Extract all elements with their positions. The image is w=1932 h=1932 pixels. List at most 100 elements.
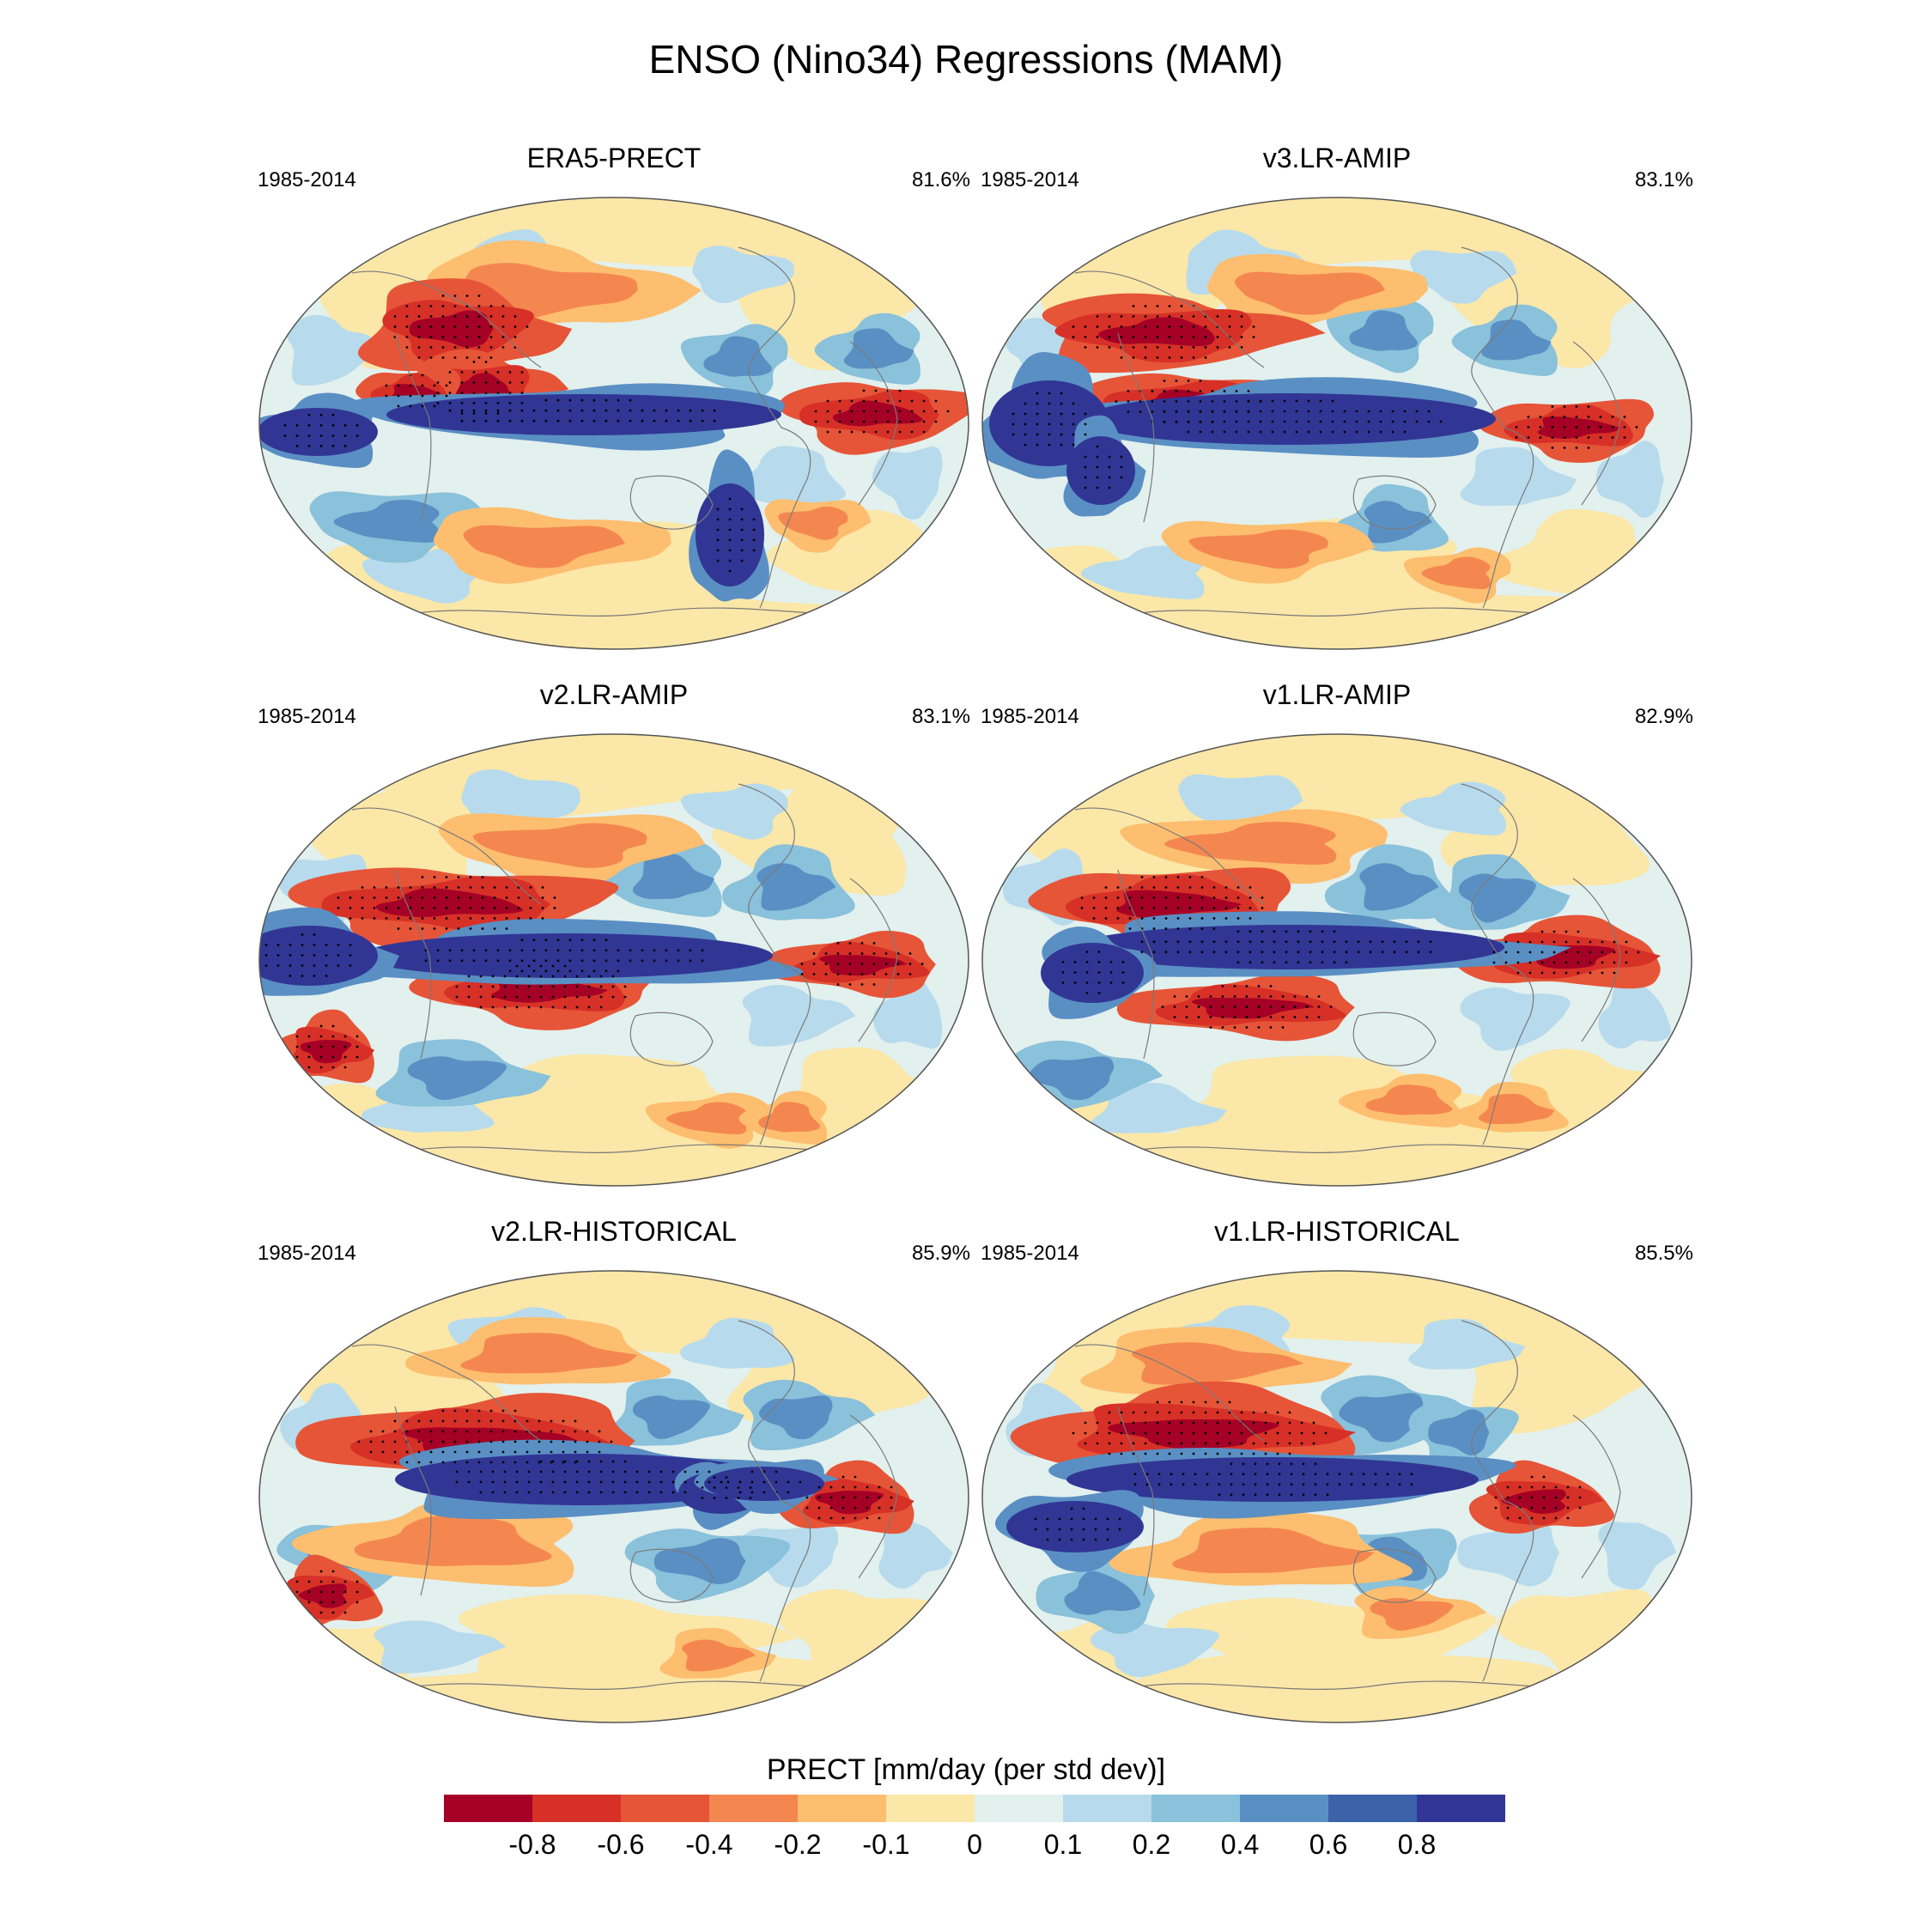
significance-dot <box>442 356 445 359</box>
significance-dot <box>873 942 876 945</box>
significance-dot <box>1272 400 1274 403</box>
significance-dot <box>454 1461 457 1464</box>
significance-dot <box>1217 1422 1219 1425</box>
significance-dot <box>636 1471 639 1473</box>
significance-dot <box>1153 886 1156 889</box>
significance-dot <box>1071 1508 1073 1510</box>
significance-dot <box>449 410 452 412</box>
significance-dot <box>890 1497 893 1499</box>
significance-dot <box>509 969 512 972</box>
significance-dot <box>1552 416 1554 418</box>
significance-dot <box>1241 1453 1243 1455</box>
significance-dot <box>1277 1453 1279 1455</box>
significance-dot <box>516 1471 519 1473</box>
significance-dot <box>1193 1443 1195 1445</box>
significance-dot <box>605 420 608 422</box>
significance-dot <box>1109 325 1111 328</box>
significance-dot <box>325 975 328 977</box>
significance-dot <box>550 1420 553 1423</box>
significance-dot <box>890 1507 893 1510</box>
significance-dot <box>454 1431 457 1433</box>
significance-dot <box>1260 400 1262 403</box>
significance-dot <box>1579 1507 1582 1510</box>
significance-dot <box>497 402 500 404</box>
significance-dot <box>337 896 340 899</box>
significance-dot <box>1225 951 1228 953</box>
significance-dot <box>1625 941 1628 944</box>
significance-dot <box>1284 421 1286 423</box>
significance-dot <box>1181 1422 1183 1425</box>
significance-dot <box>1182 1483 1185 1485</box>
significance-dot <box>1279 1493 1281 1496</box>
significance-dot <box>418 346 421 349</box>
significance-dot <box>289 944 292 946</box>
significance-dot <box>1105 896 1108 899</box>
significance-dot <box>1279 1462 1281 1465</box>
significance-dot <box>1282 995 1285 998</box>
significance-dot <box>1248 400 1250 403</box>
significance-dot <box>1229 1401 1231 1404</box>
significance-dot <box>665 959 668 962</box>
significance-dot <box>478 315 481 318</box>
significance-dot <box>1516 436 1518 439</box>
significance-dot <box>492 1006 495 1009</box>
significance-dot <box>1440 421 1443 423</box>
significance-dot <box>502 1431 505 1433</box>
significance-dot <box>1110 961 1113 963</box>
significance-dot <box>410 385 412 387</box>
significance-dot <box>552 1006 555 1009</box>
significance-dot <box>296 1591 299 1594</box>
significance-dot <box>1213 927 1216 930</box>
significance-dot <box>461 371 464 374</box>
significance-dot <box>1601 951 1604 954</box>
significance-dot <box>1272 421 1274 423</box>
significance-dot <box>851 421 854 423</box>
significance-dot <box>349 944 352 946</box>
significance-dot <box>1375 1473 1377 1475</box>
significance-dot <box>1198 1005 1200 1008</box>
significance-dot <box>1246 1005 1249 1008</box>
significance-dot <box>1321 940 1324 943</box>
significance-dot <box>320 1591 323 1594</box>
significance-dot <box>478 295 481 297</box>
significance-dot <box>526 1420 529 1423</box>
significance-dot <box>1201 907 1204 909</box>
significance-dot <box>442 305 445 307</box>
significance-dot <box>533 959 536 962</box>
significance-dot <box>1083 1518 1085 1521</box>
colorbar-swatch <box>1063 1795 1152 1822</box>
significance-dot <box>1036 403 1039 405</box>
significance-dot <box>374 886 376 889</box>
significance-dot <box>497 949 500 951</box>
significance-dot <box>1320 421 1322 423</box>
significance-dot <box>1212 431 1214 434</box>
significance-dot <box>490 1431 493 1433</box>
significance-dot <box>629 949 632 951</box>
significance-dot <box>1060 434 1063 436</box>
significance-dot <box>265 944 268 946</box>
significance-dot <box>1097 446 1099 448</box>
significance-dot <box>296 434 299 437</box>
significance-dot <box>530 907 532 909</box>
significance-dot <box>624 986 627 988</box>
significance-dot <box>494 917 496 920</box>
significance-dot <box>1613 941 1616 944</box>
significance-dot <box>1334 951 1336 953</box>
significance-dot <box>1072 1432 1075 1435</box>
significance-dot <box>1309 940 1312 943</box>
significance-dot <box>1174 995 1176 998</box>
significance-dot <box>1230 1473 1233 1475</box>
significance-dot <box>1189 917 1192 920</box>
significance-dot <box>480 975 483 978</box>
significance-dot <box>1248 421 1250 423</box>
significance-dot <box>1222 1026 1224 1029</box>
significance-dot <box>1301 1432 1303 1435</box>
significance-dot <box>1258 995 1261 998</box>
significance-dot <box>538 1431 541 1433</box>
significance-dot <box>358 1441 361 1443</box>
significance-dot <box>1237 961 1240 963</box>
significance-dot <box>605 949 608 951</box>
significance-dot <box>528 1481 531 1484</box>
significance-dot <box>1553 951 1556 954</box>
significance-dot <box>751 1471 754 1473</box>
